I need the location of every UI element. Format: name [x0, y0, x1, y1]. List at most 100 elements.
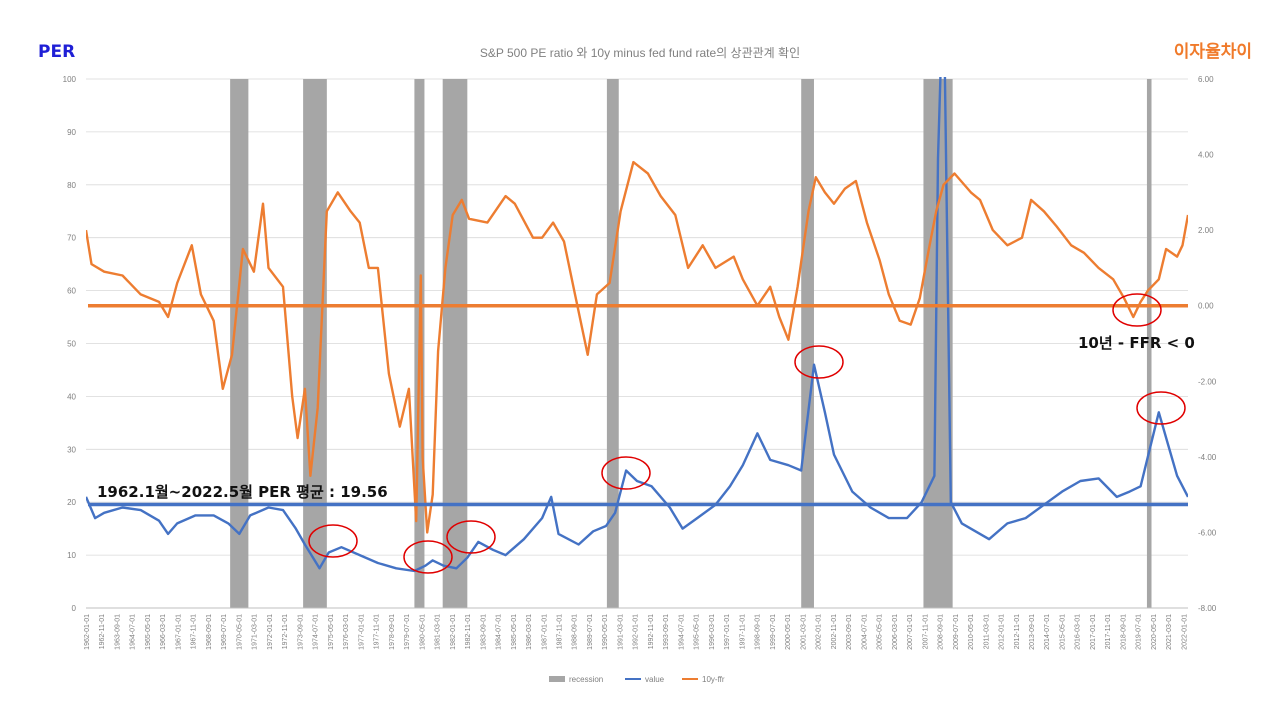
x-tick-label: 1966-03-01 [160, 614, 167, 650]
x-tick-label: 1983-09-01 [480, 614, 487, 650]
series-lines [86, 77, 1188, 573]
x-tick-label: 2007-01-01 [907, 614, 914, 650]
left-axis-label: PER [38, 42, 75, 62]
y-left-tick-label: 50 [67, 340, 76, 349]
right-axis-label: 이자율차이 [1174, 42, 1252, 62]
y-left-tick-label: 20 [67, 498, 76, 507]
x-tick-label: 1999-07-01 [770, 614, 777, 650]
x-tick-label: 2012-01-01 [999, 614, 1006, 650]
x-tick-label: 1988-09-01 [572, 614, 579, 650]
x-tick-label: 1977-01-01 [358, 614, 365, 650]
y-left-tick-label: 90 [67, 128, 76, 137]
x-tick-label: 1980-05-01 [419, 614, 426, 650]
x-tick-label: 2018-09-01 [1120, 614, 1127, 650]
x-tick-label: 1998-09-01 [755, 614, 762, 650]
x-tick-label: 2004-07-01 [861, 614, 868, 650]
recession-band [230, 79, 249, 608]
y-right-tick-label: 4.00 [1198, 151, 1214, 160]
x-tick-label: 1975-05-01 [328, 614, 335, 650]
x-tick-label: 1992-01-01 [633, 614, 640, 650]
x-axis: 1962-01-01 1962-11-01 1963-09-01 1964-07-01… [84, 607, 1188, 650]
x-tick-label: 1978-09-01 [389, 614, 396, 650]
y-right-tick-label: 2.00 [1198, 226, 1214, 235]
x-tick-label: 2005-05-01 [877, 614, 884, 650]
y-left-tick-label: 60 [67, 287, 76, 296]
x-tick-label: 1989-07-01 [587, 614, 594, 650]
x-tick-label: 1971-03-01 [252, 614, 259, 650]
y-right-tick-label: -6.00 [1198, 528, 1217, 537]
x-tick-label: 1969-07-01 [221, 614, 228, 650]
legend-swatch [549, 676, 565, 682]
x-tick-label: 2019-07-01 [1136, 614, 1143, 650]
x-tick-label: 2002-01-01 [816, 614, 823, 650]
x-tick-label: 2009-07-01 [953, 614, 960, 650]
y-right-tick-label: -4.00 [1198, 453, 1217, 462]
average-annotation: 1962.1월~2022.5월 PER 평균 : 19.56 [97, 483, 388, 501]
x-tick-label: 1997-01-01 [724, 614, 731, 650]
legend: recession value 10y-ffr [549, 675, 725, 684]
right-y-axis: -8.00 -6.00 -4.00 -2.00 0.00 2.00 4.00 6.00 [1198, 75, 1217, 613]
spread-line [86, 160, 1188, 534]
legend-label: 10y-ffr [702, 675, 725, 684]
x-tick-label: 1962-01-01 [84, 614, 91, 650]
x-tick-label: 1965-05-01 [145, 614, 152, 650]
x-tick-label: 1962-11-01 [99, 614, 106, 649]
x-tick-label: 2008-09-01 [938, 614, 945, 650]
x-tick-label: 2010-05-01 [968, 614, 975, 650]
y-right-tick-label: 0.00 [1198, 302, 1214, 311]
highlight-circle [1136, 391, 1186, 425]
x-tick-label: 2001-03-01 [800, 614, 807, 650]
x-tick-label: 1968-09-01 [206, 614, 213, 650]
x-tick-label: 1979-07-01 [404, 614, 411, 650]
y-left-tick-label: 40 [67, 392, 76, 401]
x-tick-label: 1986-03-01 [526, 614, 533, 650]
x-tick-label: 1964-07-01 [130, 614, 137, 650]
x-tick-label: 1972-01-01 [267, 614, 274, 650]
highlight-circle [794, 345, 844, 379]
x-tick-label: 1967-11-01 [191, 614, 198, 649]
recession-band [442, 79, 468, 608]
legend-label: value [645, 675, 665, 684]
x-tick-label: 1987-11-01 [557, 614, 564, 649]
highlight-circle [403, 540, 453, 574]
x-tick-label: 1984-07-01 [496, 614, 503, 650]
highlight-circles [308, 293, 1186, 574]
x-tick-label: 1990-05-01 [602, 614, 609, 650]
x-tick-label: 1981-03-01 [435, 614, 442, 650]
left-y-axis: 0 10 20 30 40 50 60 70 80 90 100 [63, 75, 77, 613]
x-tick-label: 1985-05-01 [511, 614, 518, 650]
x-tick-label: 2016-03-01 [1075, 614, 1082, 650]
x-tick-label: 1977-11-01 [374, 614, 381, 649]
x-tick-label: 2022-01-01 [1181, 614, 1188, 650]
x-tick-label: 1974-07-01 [313, 614, 320, 650]
x-tick-label: 2014-07-01 [1044, 614, 1051, 650]
legend-label: recession [569, 675, 603, 684]
pe-ratio-line [86, 77, 1188, 573]
x-tick-label: 1997-11-01 [739, 614, 746, 649]
highlight-circle [446, 520, 496, 554]
recession-band [606, 79, 619, 608]
y-right-tick-label: 6.00 [1198, 75, 1214, 84]
y-left-tick-label: 10 [67, 551, 76, 560]
reference-lines [88, 303, 1188, 507]
x-tick-label: 1973-09-01 [297, 614, 304, 650]
y-left-tick-label: 0 [72, 604, 77, 613]
x-tick-label: 1967-01-01 [175, 614, 182, 650]
x-tick-label: 2000-05-01 [785, 614, 792, 650]
x-tick-label: 2017-11-01 [1105, 614, 1112, 649]
x-tick-label: 1976-03-01 [343, 614, 350, 650]
gridlines [86, 78, 1188, 609]
x-tick-label: 2006-03-01 [892, 614, 899, 650]
y-right-tick-label: -2.00 [1198, 377, 1217, 386]
recession-bands [230, 79, 1152, 608]
y-right-tick-label: -8.00 [1198, 604, 1217, 613]
x-tick-label: 2015-05-01 [1059, 614, 1066, 650]
x-tick-label: 2020-05-01 [1151, 614, 1158, 650]
spread-annotation: 10년 - FFR < 0 [1078, 334, 1195, 352]
x-tick-label: 1987-01-01 [541, 614, 548, 650]
x-tick-label: 1993-09-01 [663, 614, 670, 650]
x-tick-label: 2012-11-01 [1014, 614, 1021, 649]
highlight-circle [601, 456, 651, 490]
x-tick-label: 1972-11-01 [282, 614, 289, 649]
